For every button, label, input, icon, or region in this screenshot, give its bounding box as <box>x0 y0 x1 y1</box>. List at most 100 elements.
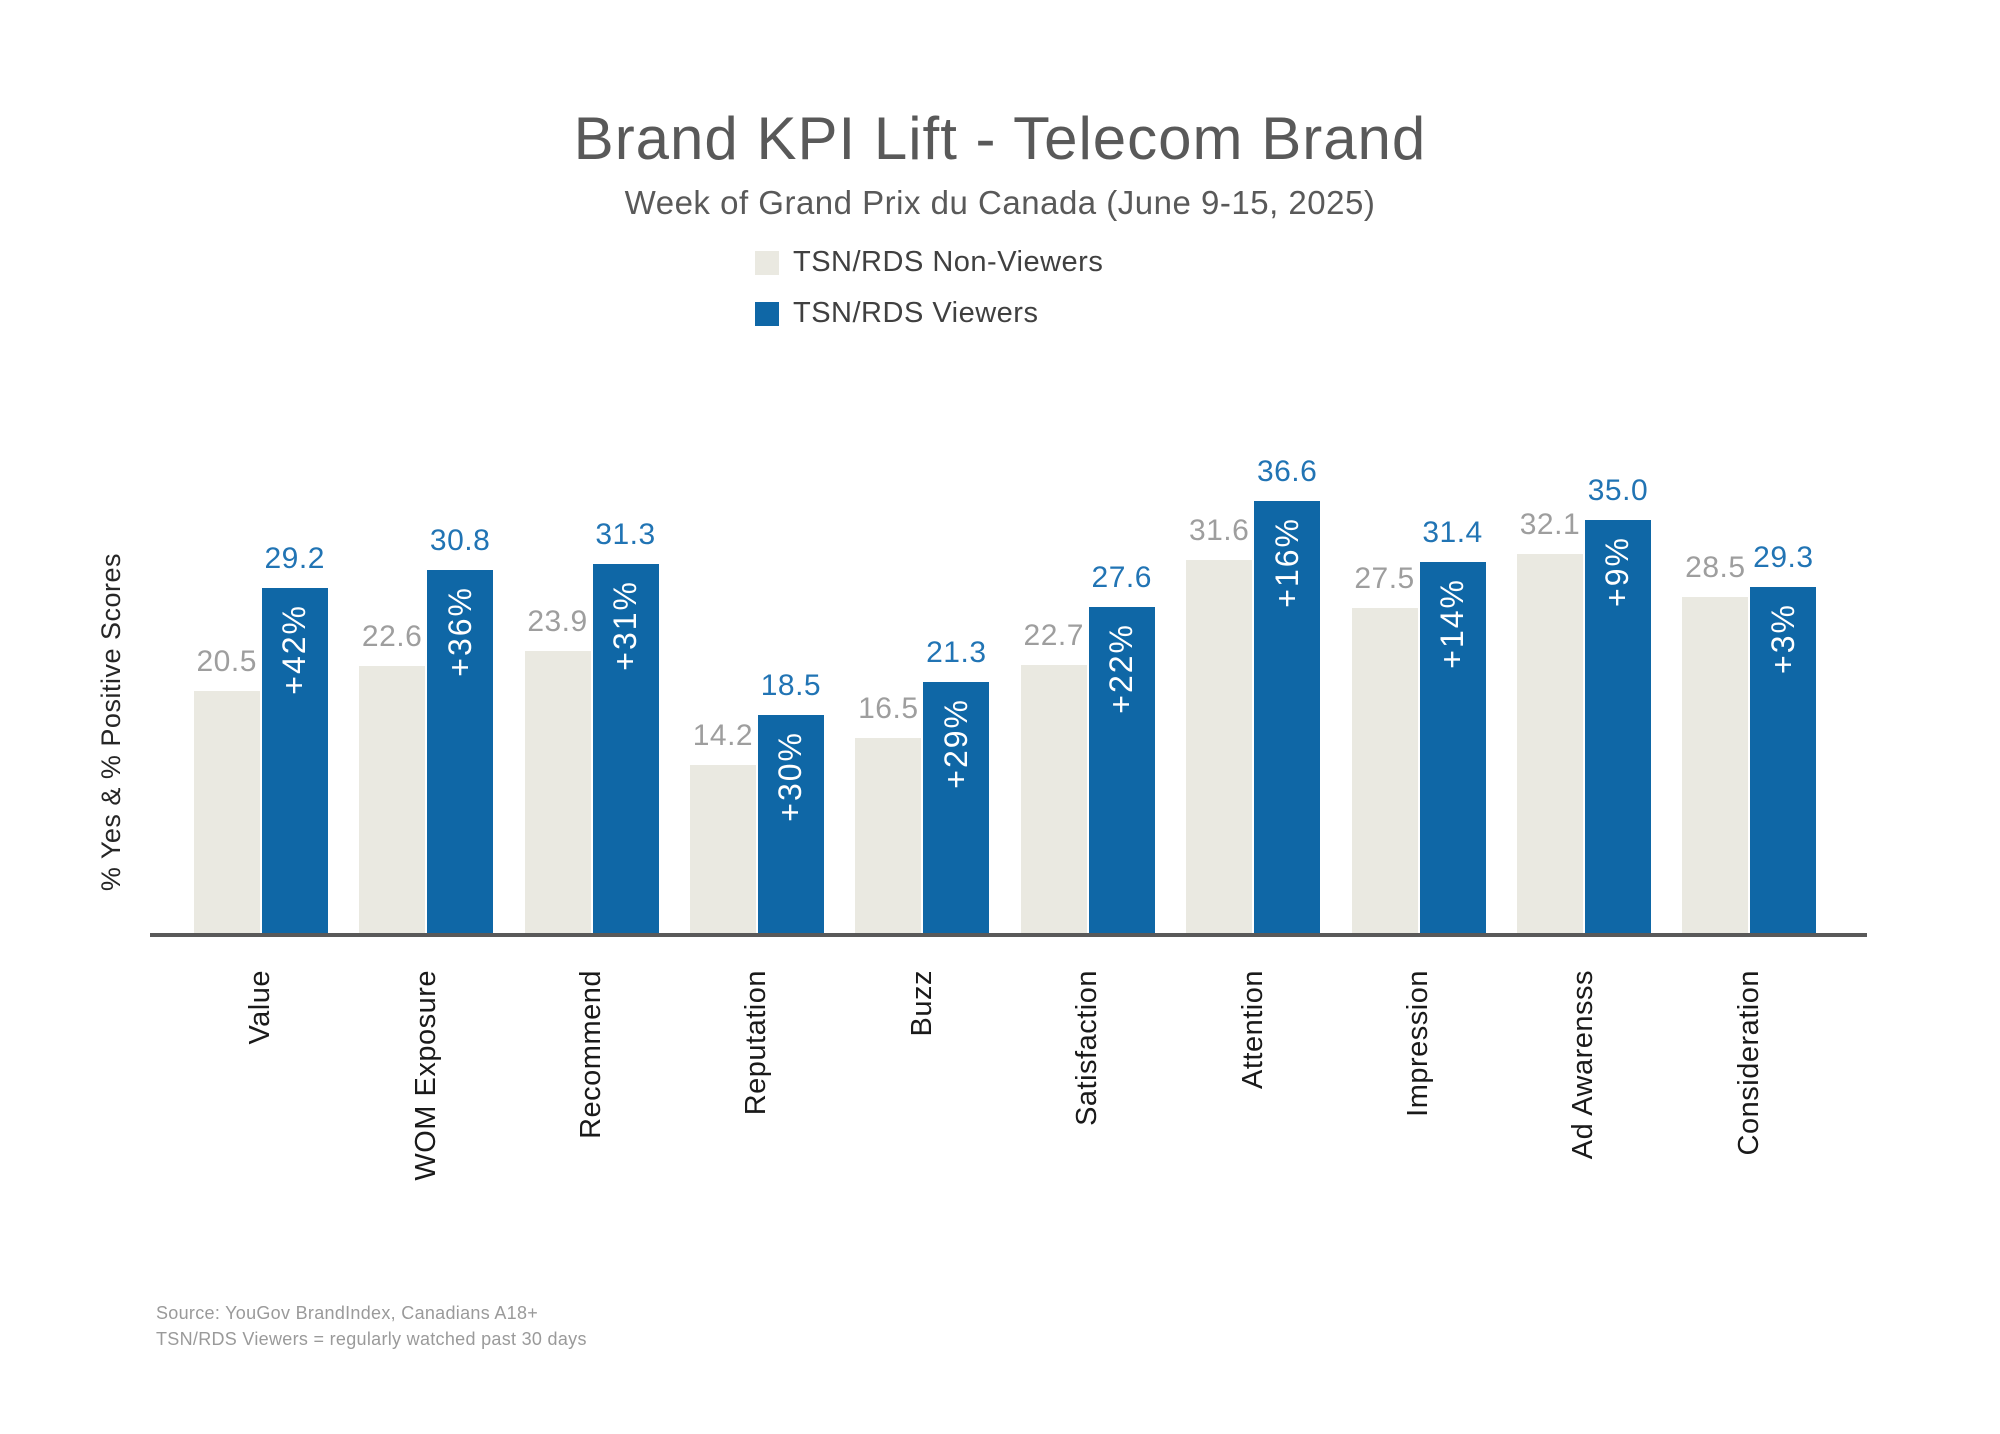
chart-title: Brand KPI Lift - Telecom Brand <box>573 105 1427 172</box>
nonviewer-value-label: 27.5 <box>1354 562 1415 595</box>
category-label: WOM Exposure <box>409 970 442 1181</box>
nonviewer-value-label: 31.6 <box>1188 514 1250 547</box>
lift-label: +42% <box>276 604 313 695</box>
category-column: 32.1 35.0 +9% <box>1501 433 1666 933</box>
nonviewer-value-label: 14.2 <box>692 719 754 752</box>
category-label: Buzz <box>905 970 938 1037</box>
category-column: 22.6 30.8 +36% <box>343 433 508 933</box>
lift-label: +22% <box>1103 623 1140 714</box>
category-label: Impression <box>1402 970 1435 1117</box>
nonviewer-bar-group: 20.5 <box>193 645 260 933</box>
plot-area: 20.5 29.2 +42% 22.6 30.8 +36% 23.9 31.3 +31% 14.2… <box>178 433 1832 933</box>
legend-item-viewers: TSN/RDS Viewers <box>755 297 1103 330</box>
viewer-bar-group: 29.3 +3% <box>1750 541 1817 933</box>
nonviewer-value-label: 16.5 <box>858 692 919 725</box>
legend-swatch-nonviewers <box>755 250 779 275</box>
legend-item-nonviewers: TSN/RDS Non-Viewers <box>755 246 1103 279</box>
category-column: 27.5 31.4 +14% <box>1336 433 1501 933</box>
category-label-cell: Buzz <box>840 970 1005 1260</box>
viewer-value-label: 31.3 <box>595 518 656 551</box>
nonviewer-value-label: 22.7 <box>1023 619 1084 652</box>
nonviewer-bar-group: 31.6 <box>1186 514 1253 933</box>
nonviewer-value-label: 28.5 <box>1685 551 1746 584</box>
nonviewer-bar <box>359 666 426 933</box>
category-column: 31.6 36.6 +16% <box>1170 433 1335 933</box>
viewer-bar-group: 35.0 +9% <box>1584 474 1651 933</box>
category-label-cell: Impression <box>1336 970 1501 1260</box>
category-column: 14.2 18.5 +30% <box>674 433 839 933</box>
category-label-cell: Value <box>178 970 343 1260</box>
viewer-value-label: 31.4 <box>1422 516 1483 549</box>
category-label: Ad Awarensss <box>1567 970 1600 1160</box>
nonviewer-bar-group: 32.1 <box>1516 508 1583 933</box>
viewer-bar: +42% <box>261 588 328 933</box>
category-label: Consideration <box>1732 970 1765 1156</box>
viewer-bar: +14% <box>1419 562 1486 933</box>
category-column: 28.5 29.3 +3% <box>1667 433 1832 933</box>
category-column: 16.5 21.3 +29% <box>840 433 1005 933</box>
category-label: Recommend <box>575 970 608 1139</box>
legend-label-viewers: TSN/RDS Viewers <box>793 297 1039 329</box>
nonviewer-value-label: 23.9 <box>527 605 588 638</box>
nonviewer-bar <box>1186 560 1253 933</box>
source-line-1: Source: YouGov BrandIndex, Canadians A18… <box>156 1303 539 1323</box>
lift-label: +29% <box>937 698 974 789</box>
viewer-bar: +36% <box>427 570 494 933</box>
nonviewer-bar-group: 28.5 <box>1682 551 1749 933</box>
viewer-bar: +9% <box>1584 520 1651 933</box>
viewer-bar-group: 31.4 +14% <box>1419 516 1486 933</box>
category-label: Reputation <box>740 970 773 1116</box>
legend-swatch-viewers <box>755 301 779 326</box>
viewer-bar-group: 21.3 +29% <box>923 636 990 933</box>
category-label-cell: Attention <box>1170 970 1335 1260</box>
nonviewer-bar <box>1351 608 1418 933</box>
legend: TSN/RDS Non-Viewers TSN/RDS Viewers <box>755 246 1103 330</box>
viewer-bar: +16% <box>1254 501 1321 933</box>
lift-label: +36% <box>441 586 478 677</box>
category-column: 22.7 27.6 +22% <box>1005 433 1170 933</box>
viewer-bar: +29% <box>923 682 990 933</box>
nonviewer-value-label: 22.6 <box>361 620 423 653</box>
lift-label: +16% <box>1268 517 1305 608</box>
category-label-cell: Ad Awarensss <box>1501 970 1666 1260</box>
chart-subtitle: Week of Grand Prix du Canada (June 9-15,… <box>624 184 1376 221</box>
category-column: 23.9 31.3 +31% <box>509 433 674 933</box>
nonviewer-bar <box>689 765 756 933</box>
viewer-bar: +31% <box>592 564 659 933</box>
nonviewer-bar-group: 22.6 <box>359 620 426 933</box>
viewer-value-label: 29.2 <box>264 542 325 575</box>
viewer-value-label: 18.5 <box>760 669 822 702</box>
viewer-bar-group: 27.6 +22% <box>1088 561 1155 933</box>
y-axis-label: % Yes & % Positive Scores <box>96 553 126 892</box>
viewer-bar: +3% <box>1750 587 1817 933</box>
nonviewer-bar <box>193 691 260 933</box>
viewer-value-label: 30.8 <box>429 524 491 557</box>
category-labels: Value WOM Exposure Recommend Reputation Buzz… <box>178 970 1832 1260</box>
x-axis-line <box>150 933 1867 937</box>
nonviewer-value-label: 20.5 <box>196 645 257 678</box>
nonviewer-value-label: 32.1 <box>1519 508 1581 541</box>
source-line-2: TSN/RDS Viewers = regularly watched past… <box>156 1329 587 1350</box>
viewer-bar-group: 18.5 +30% <box>757 669 824 933</box>
category-label: Satisfaction <box>1071 970 1104 1126</box>
viewer-bar-group: 36.6 +16% <box>1254 455 1321 933</box>
viewer-value-label: 36.6 <box>1256 455 1318 488</box>
nonviewer-bar <box>524 651 591 933</box>
nonviewer-bar <box>1516 554 1583 933</box>
viewer-value-label: 27.6 <box>1091 561 1152 594</box>
nonviewer-bar-group: 27.5 <box>1351 562 1418 933</box>
nonviewer-bar-group: 22.7 <box>1020 619 1087 933</box>
viewer-bar-group: 29.2 +42% <box>261 542 328 933</box>
lift-label: +9% <box>1599 536 1636 607</box>
viewer-bar-group: 31.3 +31% <box>592 518 659 933</box>
y-axis-label-wrap: % Yes & % Positive Scores <box>96 553 127 896</box>
category-label-cell: WOM Exposure <box>343 970 508 1260</box>
category-label-cell: Satisfaction <box>1005 970 1170 1260</box>
nonviewer-bar <box>855 738 922 933</box>
category-label: Attention <box>1236 970 1269 1089</box>
lift-label: +30% <box>772 731 809 822</box>
nonviewer-bar <box>1682 597 1749 933</box>
viewer-value-label: 35.0 <box>1587 474 1649 507</box>
lift-label: +14% <box>1434 578 1471 669</box>
